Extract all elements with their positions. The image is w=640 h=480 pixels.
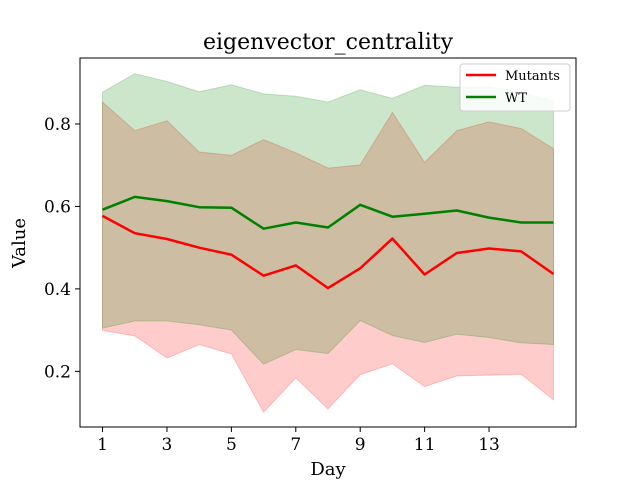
y-tick-label: 0.6 — [44, 197, 71, 217]
x-tick-label: 11 — [414, 435, 436, 455]
legend-label-mutants: Mutants — [505, 69, 560, 84]
y-tick-label: 0.8 — [44, 115, 71, 135]
plot-frame — [79, 57, 577, 428]
plot-area — [80, 58, 576, 427]
chart-title: eigenvector_centrality — [203, 30, 454, 55]
x-tick-label: 5 — [226, 435, 237, 455]
x-tick-label: 1 — [97, 435, 108, 455]
y-tick-label: 0.2 — [44, 362, 71, 382]
confidence-bands — [102, 73, 554, 414]
band-mutants — [102, 100, 554, 414]
band-wt — [102, 73, 554, 365]
x-tick-label: 3 — [162, 435, 173, 455]
legend: Mutants WT — [459, 63, 571, 112]
x-axis-label: Day — [310, 459, 346, 480]
y-axis-ticks: 0.2 0.4 0.6 0.8 — [44, 115, 80, 382]
y-tick-label: 0.4 — [44, 280, 71, 300]
series-line-wt — [102, 195, 554, 230]
series-line-mutants — [101, 214, 555, 290]
series-lines — [101, 195, 555, 290]
legend-label-wt: WT — [505, 91, 527, 106]
x-axis-ticks: 1 3 5 7 9 11 13 — [97, 427, 500, 455]
x-tick-label: 13 — [478, 435, 500, 455]
x-tick-label: 9 — [355, 435, 366, 455]
x-tick-label: 7 — [290, 435, 301, 455]
y-axis-label: Value — [9, 218, 30, 269]
